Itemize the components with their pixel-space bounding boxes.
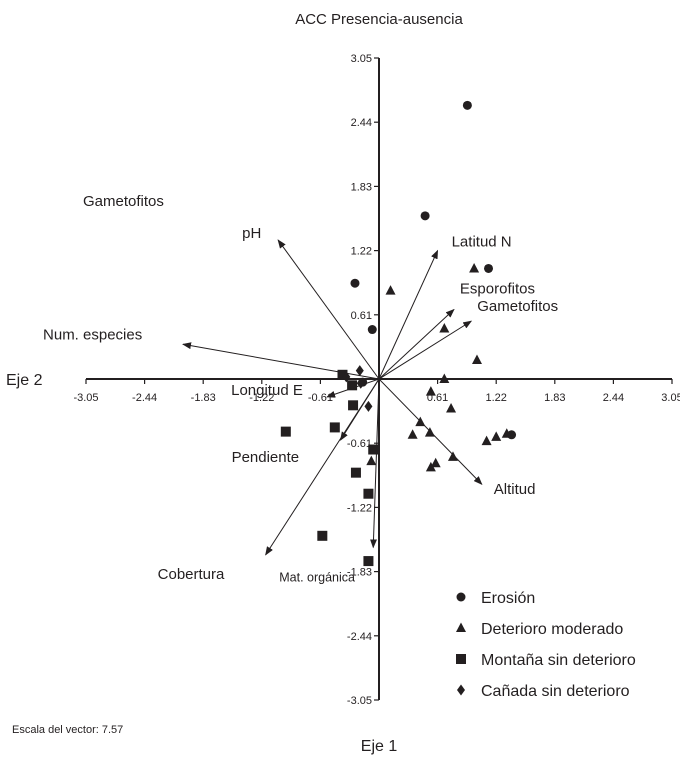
x-tick-label: -1.22 — [249, 392, 274, 404]
point-circle — [420, 211, 430, 221]
point-diamond — [356, 377, 365, 389]
x-axis-label: Eje 1 — [361, 738, 398, 755]
point-square — [337, 369, 348, 380]
legend-label: Deterioro moderado — [481, 621, 623, 638]
point-diamond — [342, 371, 351, 383]
y-axis-label: Eje 2 — [6, 372, 43, 389]
x-tick-label: -1.83 — [191, 392, 216, 404]
point-triangle — [430, 457, 441, 468]
legend: Erosión Deterioro moderado Montaña sin det… — [456, 590, 636, 700]
legend-label: Montaña sin deterioro — [481, 652, 636, 669]
point-triangle — [471, 354, 482, 365]
x-tick-label: 2.44 — [603, 392, 624, 404]
vector-arrow — [370, 378, 380, 549]
chart-title: ACC Presencia-ausencia — [295, 11, 463, 28]
point-square — [363, 556, 374, 567]
y-tick-label: 2.44 — [351, 117, 372, 129]
x-tick-label: 1.83 — [544, 392, 565, 404]
x-tick-label: -0.61 — [308, 392, 333, 404]
point-triangle — [407, 429, 418, 439]
vector-arrow — [182, 342, 380, 380]
vector-label: Mat. orgánica — [279, 570, 355, 584]
point-circle — [350, 278, 360, 288]
axes: -3.05 -2.44 -1.83 -1.22 -0.61 0.61 1.22 1.83 2.4… — [73, 53, 680, 707]
point-square — [363, 488, 374, 499]
vector-arrow — [277, 239, 380, 380]
vector-label: Esporofitos — [460, 281, 535, 298]
legend-marker-diamond — [457, 684, 465, 696]
vector-label: Gametofitos — [83, 193, 164, 210]
point-circle — [462, 100, 472, 110]
vector-arrow — [378, 320, 473, 380]
point-triangle — [447, 451, 458, 461]
x-tick-label: 3.05 — [661, 392, 680, 404]
legend-marker-circle — [456, 592, 466, 602]
y-tick-label: 1.83 — [351, 181, 372, 193]
y-tick-label: -3.05 — [347, 695, 372, 707]
vector-label: Longitud E — [231, 382, 303, 399]
point-triangle — [491, 431, 502, 441]
point-square — [280, 426, 291, 437]
point-square — [347, 380, 358, 391]
vector-arrow — [378, 308, 455, 380]
point-triangle — [439, 373, 450, 383]
point-triangle — [481, 435, 492, 446]
point-square — [317, 530, 328, 541]
point-triangle — [366, 455, 377, 466]
y-tick-label: -0.61 — [347, 438, 372, 450]
point-circle — [367, 325, 377, 335]
point-square — [350, 467, 361, 478]
y-tick-label: -2.44 — [347, 631, 372, 643]
point-triangle — [439, 322, 450, 333]
vector-label: Latitud N — [452, 234, 512, 251]
legend-label: Cañada sin deterioro — [481, 683, 630, 700]
vector-arrow — [265, 378, 380, 556]
point-circle — [484, 263, 494, 273]
point-diamond — [355, 365, 364, 377]
point-triangle — [424, 427, 435, 437]
y-tick-label: -1.83 — [347, 567, 372, 579]
point-triangle — [501, 428, 512, 438]
x-tick-label: -3.05 — [73, 392, 98, 404]
point-triangle — [425, 461, 436, 472]
point-triangle — [425, 386, 436, 396]
x-tick-label: -2.44 — [132, 392, 157, 404]
point-triangle — [469, 262, 480, 273]
point-square — [368, 444, 379, 455]
vector-label: pH — [242, 225, 261, 242]
legend-label: Erosión — [481, 590, 535, 607]
vectors: Latitud NEsporofitosGametofitosAltitudpH… — [43, 193, 558, 584]
point-triangle — [415, 416, 426, 427]
point-triangle — [385, 285, 396, 295]
data-points — [280, 100, 517, 567]
point-triangle — [446, 402, 457, 413]
vector-scale-note: Escala del vector: 7.57 — [12, 724, 123, 736]
point-square — [348, 400, 359, 411]
legend-marker-triangle — [456, 622, 466, 632]
legend-marker-square — [456, 654, 466, 664]
x-tick-label: 1.22 — [485, 392, 506, 404]
vector-label: Cobertura — [158, 566, 225, 583]
y-tick-label: 0.61 — [351, 310, 372, 322]
vector-label: Gametofitos — [477, 298, 558, 315]
point-square — [329, 422, 340, 433]
y-tick-label: -1.22 — [347, 502, 372, 514]
vector-label: Pendiente — [232, 449, 300, 466]
vector-label: Num. especies — [43, 326, 142, 343]
vector-label: Altitud — [494, 481, 536, 498]
point-diamond — [364, 400, 373, 412]
vector-arrow — [378, 249, 439, 380]
y-tick-label: 1.22 — [351, 246, 372, 258]
y-tick-label: 3.05 — [351, 53, 372, 65]
